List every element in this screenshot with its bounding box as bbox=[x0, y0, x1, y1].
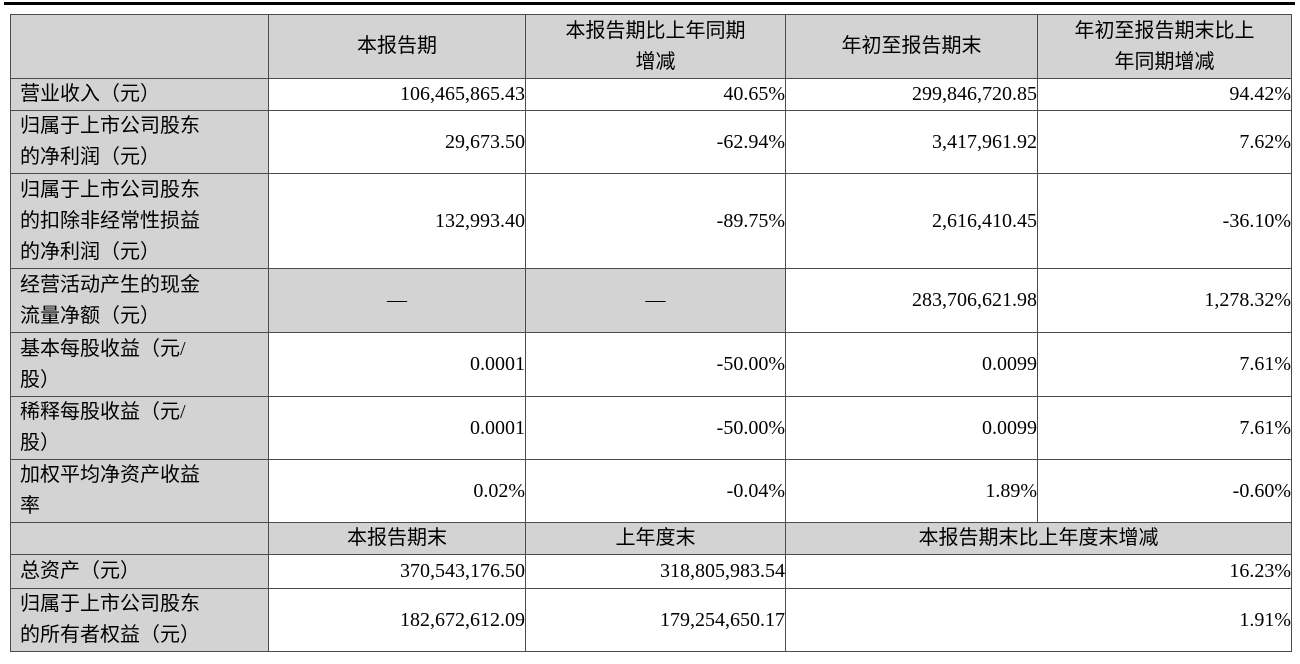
header-yoy-change: 本报告期比上年同期增减 bbox=[525, 14, 786, 79]
metric-label-text: 稀释每股收益（元/股） bbox=[20, 401, 186, 454]
metric-label: 营业收入（元） bbox=[10, 78, 269, 111]
header-ytd-label: 年初至报告期末 bbox=[841, 35, 982, 57]
ytd-yoy-change-value: 7.61% bbox=[1037, 332, 1292, 397]
yoy-change-value: 40.65% bbox=[525, 78, 786, 111]
table-row-basic-eps: 基本每股收益（元/股） 0.0001 -50.00% 0.0099 7.61% bbox=[10, 332, 1292, 397]
top-rule bbox=[4, 2, 1295, 5]
period-end-value: 182,672,612.09 bbox=[268, 588, 526, 652]
metric-label-text: 营业收入（元） bbox=[20, 83, 160, 105]
prev-year-end-value: 179,254,650.17 bbox=[525, 588, 786, 652]
header-empty-cell bbox=[10, 14, 269, 79]
metric-label-text: 经营活动产生的现金流量净额（元） bbox=[20, 273, 200, 327]
period-end-value: 370,543,176.50 bbox=[268, 554, 526, 589]
ytd-value: 2,616,410.45 bbox=[785, 173, 1038, 269]
current-period-value: 0.0001 bbox=[268, 396, 526, 460]
table-row-total-assets: 总资产（元） 370,543,176.50 318,805,983.54 16.… bbox=[10, 554, 1292, 589]
metric-label-text: 基本每股收益（元/股） bbox=[20, 337, 186, 391]
metric-label: 总资产（元） bbox=[10, 554, 269, 589]
yoy-change-value: -62.94% bbox=[525, 110, 786, 174]
yoy-change-value: -50.00% bbox=[525, 332, 786, 397]
yoy-change-value-dash: — bbox=[525, 268, 786, 333]
ytd-value: 0.0099 bbox=[785, 396, 1038, 460]
table-row-operating-cash-flow: 经营活动产生的现金流量净额（元） — — 283,706,621.98 1,27… bbox=[10, 268, 1292, 333]
period-end-change-value: 1.91% bbox=[785, 588, 1292, 652]
current-period-value: 106,465,865.43 bbox=[268, 78, 526, 111]
table-row-owners-equity: 归属于上市公司股东的所有者权益（元） 182,672,612.09 179,25… bbox=[10, 588, 1292, 652]
metric-label-text: 归属于上市公司股东的扣除非经常性损益的净利润（元） bbox=[20, 178, 200, 263]
ytd-yoy-change-value: -36.10% bbox=[1037, 173, 1292, 269]
header-prev-year-end: 上年度末 bbox=[525, 522, 786, 555]
table-row-revenue: 营业收入（元） 106,465,865.43 40.65% 299,846,72… bbox=[10, 78, 1292, 111]
ytd-value: 3,417,961.92 bbox=[785, 110, 1038, 174]
header-current-period: 本报告期 bbox=[268, 14, 526, 79]
current-period-value: 0.0001 bbox=[268, 332, 526, 397]
ytd-yoy-change-value: -0.60% bbox=[1037, 459, 1292, 523]
ytd-value: 299,846,720.85 bbox=[785, 78, 1038, 111]
current-period-value: 132,993.40 bbox=[268, 173, 526, 269]
ytd-value: 283,706,621.98 bbox=[785, 268, 1038, 333]
header-period-end-change: 本报告期末比上年度末增减 bbox=[785, 522, 1292, 555]
metric-label: 归属于上市公司股东的扣除非经常性损益的净利润（元） bbox=[10, 173, 269, 269]
current-period-value: 29,673.50 bbox=[268, 110, 526, 174]
ytd-yoy-change-value: 1,278.32% bbox=[1037, 268, 1292, 333]
header-row-period-end: 本报告期末 上年度末 本报告期末比上年度末增减 bbox=[10, 522, 1292, 555]
ytd-yoy-change-value: 7.61% bbox=[1037, 396, 1292, 460]
header-period-end: 本报告期末 bbox=[268, 522, 526, 555]
table-row-net-profit: 归属于上市公司股东的净利润（元） 29,673.50 -62.94% 3,417… bbox=[10, 110, 1292, 174]
header-yoy-change-label: 本报告期比上年同期增减 bbox=[565, 19, 746, 73]
metric-label-text: 归属于上市公司股东的所有者权益（元） bbox=[20, 593, 200, 646]
metric-label-text: 加权平均净资产收益率 bbox=[20, 464, 200, 517]
header-ytd: 年初至报告期末 bbox=[785, 14, 1038, 79]
metric-label: 稀释每股收益（元/股） bbox=[10, 396, 269, 460]
ytd-yoy-change-value: 94.42% bbox=[1037, 78, 1292, 111]
ytd-value: 0.0099 bbox=[785, 332, 1038, 397]
header-ytd-yoy-change-label: 年初至报告期末比上年同期增减 bbox=[1074, 19, 1255, 73]
metric-label-text: 总资产（元） bbox=[20, 560, 140, 582]
prev-year-end-value: 318,805,983.54 bbox=[525, 554, 786, 589]
header-ytd-yoy-change: 年初至报告期末比上年同期增减 bbox=[1037, 14, 1292, 79]
header-current-period-label: 本报告期 bbox=[357, 35, 437, 57]
yoy-change-value: -89.75% bbox=[525, 173, 786, 269]
ytd-yoy-change-value: 7.62% bbox=[1037, 110, 1292, 174]
metric-label: 经营活动产生的现金流量净额（元） bbox=[10, 268, 269, 333]
current-period-value: 0.02% bbox=[268, 459, 526, 523]
ytd-value: 1.89% bbox=[785, 459, 1038, 523]
metric-label: 归属于上市公司股东的净利润（元） bbox=[10, 110, 269, 174]
period-end-change-value: 16.23% bbox=[785, 554, 1292, 589]
metric-label: 加权平均净资产收益率 bbox=[10, 459, 269, 523]
yoy-change-value: -50.00% bbox=[525, 396, 786, 460]
header-row-period: 本报告期 本报告期比上年同期增减 年初至报告期末 年初至报告期末比上年同期增减 bbox=[10, 14, 1292, 79]
metric-label-text: 归属于上市公司股东的净利润（元） bbox=[20, 115, 200, 168]
table-row-net-profit-deducted: 归属于上市公司股东的扣除非经常性损益的净利润（元） 132,993.40 -89… bbox=[10, 173, 1292, 269]
metric-label: 归属于上市公司股东的所有者权益（元） bbox=[10, 588, 269, 652]
table-row-diluted-eps: 稀释每股收益（元/股） 0.0001 -50.00% 0.0099 7.61% bbox=[10, 396, 1292, 460]
metric-label: 基本每股收益（元/股） bbox=[10, 332, 269, 397]
table-row-weighted-roe: 加权平均净资产收益率 0.02% -0.04% 1.89% -0.60% bbox=[10, 459, 1292, 523]
header-empty-cell bbox=[10, 522, 269, 555]
current-period-value-dash: — bbox=[268, 268, 526, 333]
yoy-change-value: -0.04% bbox=[525, 459, 786, 523]
financial-summary-table: 本报告期 本报告期比上年同期增减 年初至报告期末 年初至报告期末比上年同期增减 … bbox=[10, 14, 1292, 652]
